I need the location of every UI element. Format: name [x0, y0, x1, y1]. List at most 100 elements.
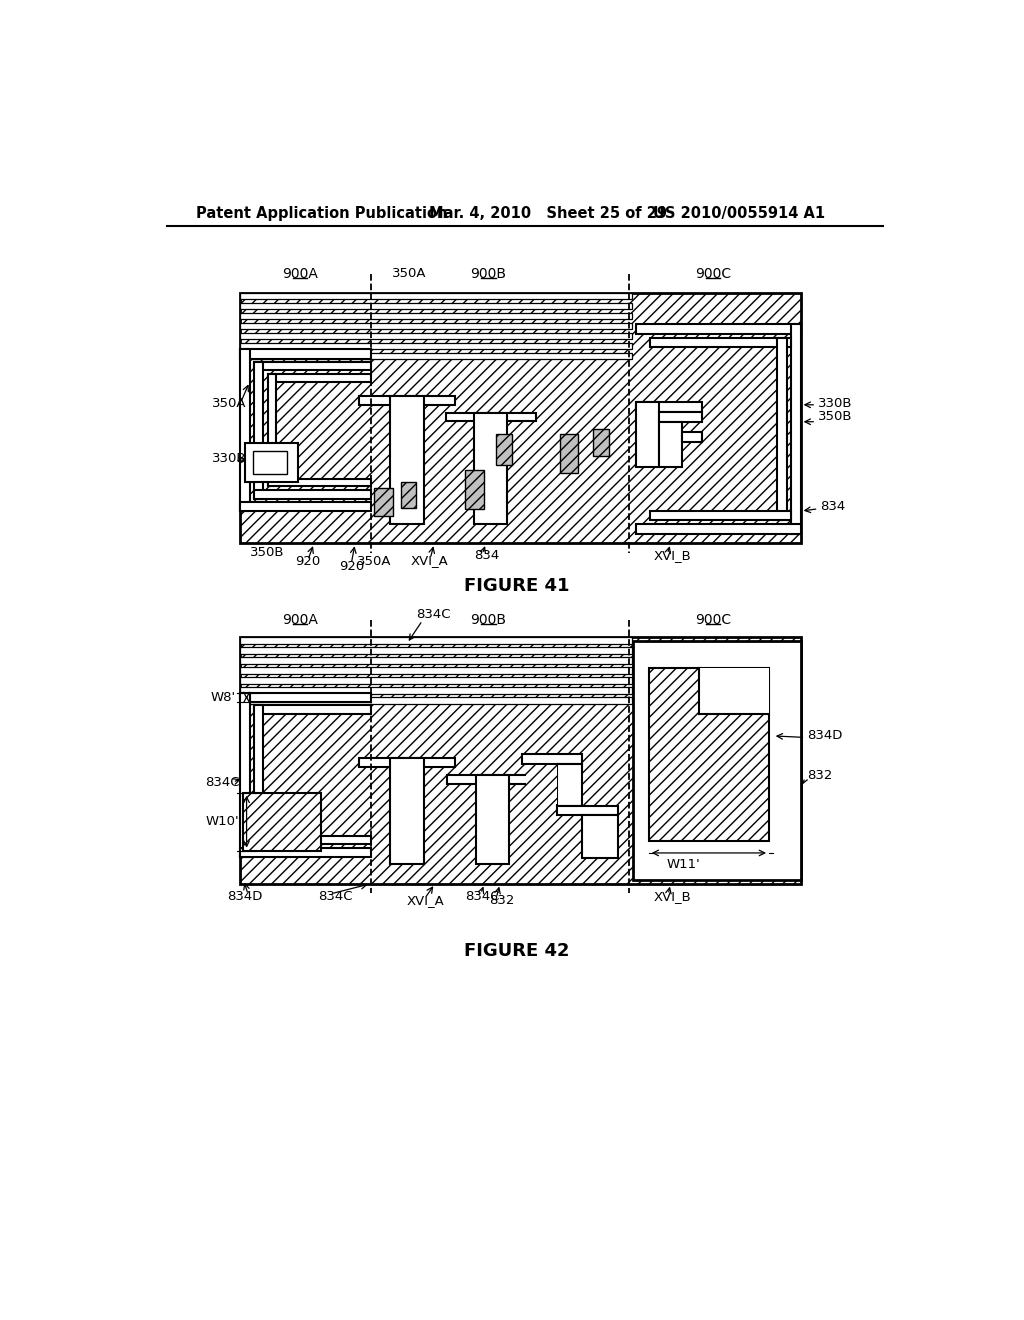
Polygon shape [254, 705, 263, 845]
Polygon shape [636, 323, 801, 334]
Text: 900B: 900B [470, 614, 507, 627]
Polygon shape [241, 688, 632, 693]
Polygon shape [268, 374, 276, 487]
Polygon shape [254, 836, 371, 845]
Polygon shape [636, 401, 701, 412]
Polygon shape [633, 642, 801, 880]
Text: 834C: 834C [417, 607, 451, 620]
Polygon shape [244, 793, 321, 850]
Polygon shape [245, 444, 298, 482]
Polygon shape [390, 396, 424, 524]
Text: 834C: 834C [317, 890, 352, 903]
Text: Patent Application Publication: Patent Application Publication [197, 206, 447, 222]
Polygon shape [400, 482, 417, 508]
Polygon shape [241, 638, 632, 644]
Polygon shape [268, 479, 371, 487]
Text: 900C: 900C [695, 267, 731, 281]
Text: US 2010/0055914 A1: US 2010/0055914 A1 [653, 206, 825, 222]
Text: 350B: 350B [251, 546, 285, 560]
Polygon shape [254, 362, 371, 370]
Polygon shape [496, 434, 512, 465]
Polygon shape [241, 697, 632, 704]
Text: 350A: 350A [356, 556, 391, 569]
Text: 900A: 900A [283, 614, 318, 627]
Polygon shape [241, 293, 632, 300]
Polygon shape [658, 412, 701, 422]
Polygon shape [241, 333, 632, 339]
Text: W10': W10' [206, 814, 240, 828]
Text: 834C: 834C [206, 776, 240, 788]
Text: 330B: 330B [818, 397, 852, 409]
Polygon shape [241, 343, 632, 350]
Polygon shape [241, 693, 371, 702]
Polygon shape [241, 847, 371, 857]
Polygon shape [649, 511, 791, 520]
Text: XVI_B: XVI_B [653, 549, 691, 562]
Polygon shape [557, 763, 583, 807]
Text: 330B: 330B [212, 453, 246, 465]
Text: 832: 832 [807, 770, 833, 783]
Polygon shape [474, 412, 507, 524]
Text: 832: 832 [489, 894, 514, 907]
Text: XVI_B: XVI_B [653, 890, 691, 903]
Polygon shape [241, 350, 250, 511]
Text: 350A: 350A [391, 268, 426, 280]
Polygon shape [699, 668, 769, 714]
Text: 834: 834 [820, 500, 846, 513]
Polygon shape [390, 758, 424, 865]
Polygon shape [359, 758, 455, 767]
Text: 900B: 900B [470, 267, 507, 281]
Text: XVI_A: XVI_A [407, 894, 444, 907]
Polygon shape [241, 668, 632, 673]
Polygon shape [649, 338, 791, 347]
Text: 834C: 834C [465, 890, 500, 903]
Polygon shape [359, 396, 455, 405]
Polygon shape [593, 429, 608, 457]
Polygon shape [791, 323, 801, 535]
Text: XVI_A: XVI_A [411, 554, 449, 566]
Polygon shape [268, 374, 371, 381]
Polygon shape [375, 488, 393, 516]
Text: 350A: 350A [212, 397, 246, 409]
Polygon shape [241, 647, 632, 653]
Polygon shape [560, 434, 579, 473]
Polygon shape [241, 638, 801, 884]
Polygon shape [777, 338, 786, 520]
Polygon shape [447, 775, 538, 784]
Text: 834D: 834D [227, 890, 262, 903]
Polygon shape [241, 350, 371, 359]
Text: FIGURE 42: FIGURE 42 [464, 942, 569, 961]
Text: 920: 920 [339, 560, 365, 573]
Text: 834D: 834D [807, 730, 843, 742]
Text: 834: 834 [474, 549, 500, 562]
Text: 350B: 350B [818, 409, 852, 422]
Polygon shape [241, 293, 801, 544]
Polygon shape [241, 677, 632, 684]
Polygon shape [658, 422, 682, 467]
Polygon shape [241, 657, 632, 664]
Polygon shape [241, 693, 250, 857]
Polygon shape [241, 354, 632, 359]
Text: W11': W11' [667, 858, 700, 871]
Text: 920: 920 [295, 556, 321, 569]
Polygon shape [241, 304, 632, 309]
Polygon shape [253, 451, 287, 474]
Polygon shape [682, 432, 701, 442]
Polygon shape [241, 323, 632, 330]
Polygon shape [465, 470, 483, 508]
Polygon shape [445, 412, 536, 421]
Text: 900A: 900A [283, 267, 318, 281]
Text: Mar. 4, 2010   Sheet 25 of 29: Mar. 4, 2010 Sheet 25 of 29 [429, 206, 667, 222]
Polygon shape [241, 313, 632, 319]
Polygon shape [583, 816, 617, 858]
Polygon shape [557, 807, 617, 816]
Text: FIGURE 41: FIGURE 41 [464, 577, 569, 595]
Polygon shape [636, 401, 658, 467]
Polygon shape [254, 362, 263, 499]
Polygon shape [254, 490, 371, 499]
Polygon shape [476, 775, 509, 865]
Polygon shape [636, 524, 801, 535]
Text: 900C: 900C [695, 614, 731, 627]
Polygon shape [525, 766, 557, 804]
Polygon shape [649, 668, 769, 841]
